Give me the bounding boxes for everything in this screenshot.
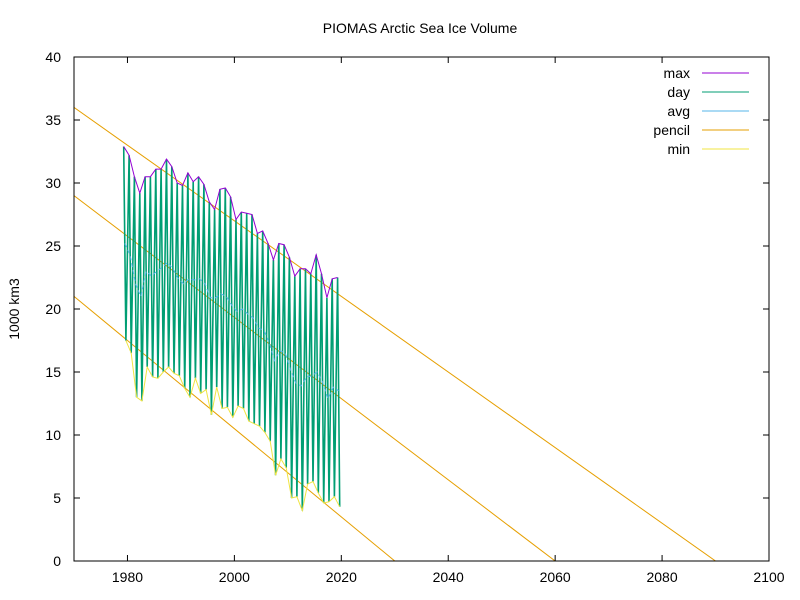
y-tick-label: 15 <box>45 364 61 380</box>
x-tick-label: 2000 <box>219 569 250 585</box>
y-tick-label: 20 <box>45 301 61 317</box>
x-tick-label: 1980 <box>112 569 143 585</box>
series-avg-line <box>124 243 339 400</box>
series-max-line <box>123 146 338 298</box>
y-tick-label: 35 <box>45 112 61 128</box>
legend-label-min: min <box>667 141 690 157</box>
series-pencil-line <box>74 296 396 561</box>
legend-label-avg: avg <box>667 103 690 119</box>
y-tick-label: 5 <box>53 490 61 506</box>
legend-label-max: max <box>664 65 690 81</box>
x-tick-label: 2080 <box>646 569 677 585</box>
chart-title: PIOMAS Arctic Sea Ice Volume <box>323 20 518 36</box>
series-day-line <box>122 146 341 511</box>
x-tick-label: 2060 <box>540 569 571 585</box>
series-min-line <box>125 340 341 513</box>
series-pencil-line <box>74 106 716 561</box>
legend-label-day: day <box>667 84 690 100</box>
y-tick-label: 10 <box>45 427 61 443</box>
plot-area <box>74 106 716 561</box>
y-tick-label: 40 <box>45 49 61 65</box>
y-tick-label: 30 <box>45 175 61 191</box>
axis-ticks: 1980 2000 2020 2040 2060 2080 2100 0 5 10 15 20 25 30… <box>45 49 784 585</box>
y-tick-label: 25 <box>45 238 61 254</box>
legend-label-pencil: pencil <box>653 122 690 138</box>
legend: max day avg pencil min <box>653 65 749 157</box>
x-tick-label: 2100 <box>753 569 784 585</box>
x-tick-label: 2020 <box>326 569 357 585</box>
y-tick-label: 0 <box>53 553 61 569</box>
y-axis-label: 1000 km3 <box>6 278 22 340</box>
x-tick-label: 2040 <box>433 569 464 585</box>
